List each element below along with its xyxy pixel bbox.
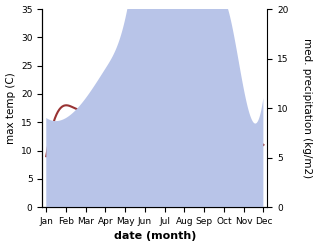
- X-axis label: date (month): date (month): [114, 231, 196, 242]
- Y-axis label: med. precipitation (kg/m2): med. precipitation (kg/m2): [302, 38, 313, 178]
- Y-axis label: max temp (C): max temp (C): [5, 72, 16, 144]
